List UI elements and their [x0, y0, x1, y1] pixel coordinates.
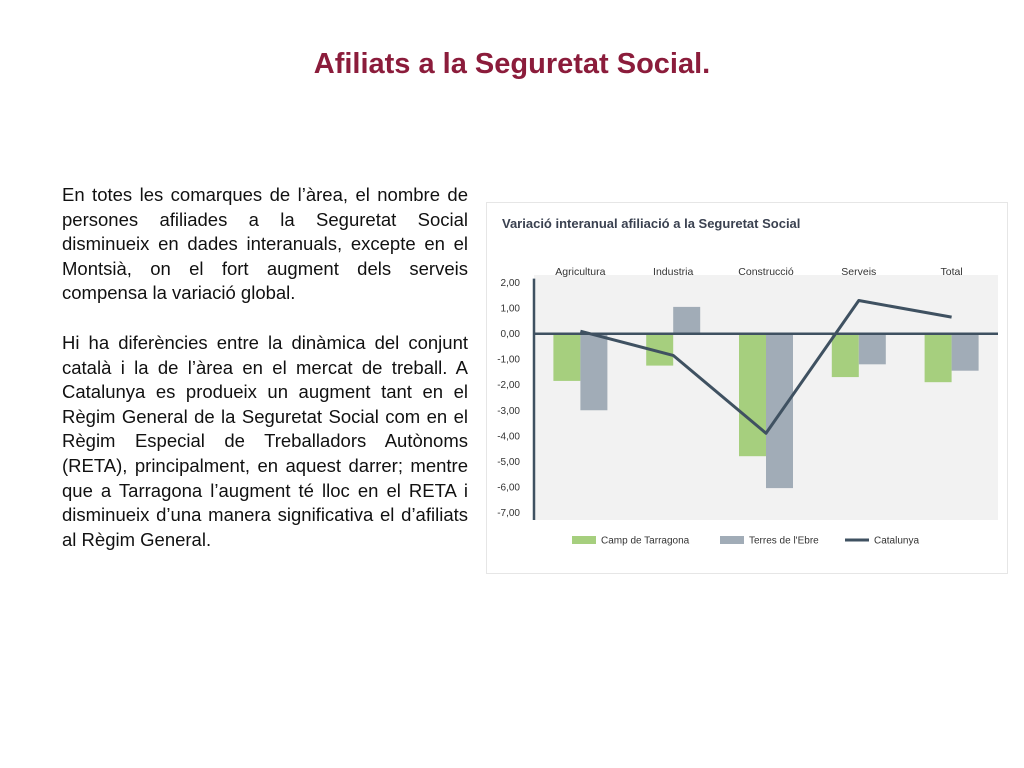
- chart-title: Variació interanual afiliació a la Segur…: [502, 216, 800, 231]
- y-tick-label: 1,00: [501, 304, 521, 315]
- y-tick-label: -3,00: [497, 406, 520, 417]
- page-title: Afiliats a la Seguretat Social.: [313, 48, 711, 80]
- category-label: Agricultura: [555, 266, 605, 278]
- y-tick-label: 2,00: [501, 278, 521, 289]
- legend: Camp de Tarragona Terres de l'Ebre Catalun…: [572, 536, 919, 547]
- paragraph-2: Hi ha diferències entre la dinàmica del …: [62, 331, 468, 550]
- legend-label: Camp de Tarragona: [601, 536, 690, 547]
- legend-label: Catalunya: [874, 536, 919, 547]
- bar-camp-de-tarragona: [553, 333, 581, 381]
- bar-terres-de-l-ebre: [673, 306, 701, 334]
- category-label: Total: [941, 266, 963, 278]
- bar-terres-de-l-ebre: [766, 333, 793, 489]
- chart-panel: Variació interanual afiliació a la Segur…: [487, 203, 1007, 573]
- y-tick-label: -1,00: [497, 355, 520, 366]
- y-tick-label: 0,00: [501, 329, 521, 340]
- legend-label: Terres de l'Ebre: [749, 536, 819, 547]
- bar-terres-de-l-ebre: [951, 333, 979, 371]
- y-tick-label: -5,00: [497, 457, 520, 468]
- y-tick-label: -7,00: [497, 508, 520, 519]
- category-label: Serveis: [841, 266, 876, 278]
- bar-terres-de-l-ebre: [580, 333, 608, 411]
- y-tick-label: -4,00: [497, 431, 520, 442]
- legend-swatch: [572, 536, 596, 544]
- body-text: En totes les comarques de l’àrea, el nom…: [62, 183, 468, 577]
- category-label: Industria: [653, 266, 693, 278]
- legend-swatch: [720, 536, 744, 544]
- y-tick-label: -6,00: [497, 482, 520, 493]
- bar-camp-de-tarragona: [924, 333, 952, 383]
- bar-camp-de-tarragona: [739, 333, 766, 457]
- paragraph-1: En totes les comarques de l’àrea, el nom…: [62, 184, 468, 304]
- line-catalunya: [580, 299, 952, 435]
- bar-line-chart: Variació interanual afiliació a la Segur…: [497, 216, 998, 547]
- y-tick-label: -2,00: [497, 380, 520, 391]
- category-label: Construcció: [738, 266, 794, 278]
- bar-terres-de-l-ebre: [858, 333, 886, 365]
- bar-camp-de-tarragona: [831, 333, 859, 378]
